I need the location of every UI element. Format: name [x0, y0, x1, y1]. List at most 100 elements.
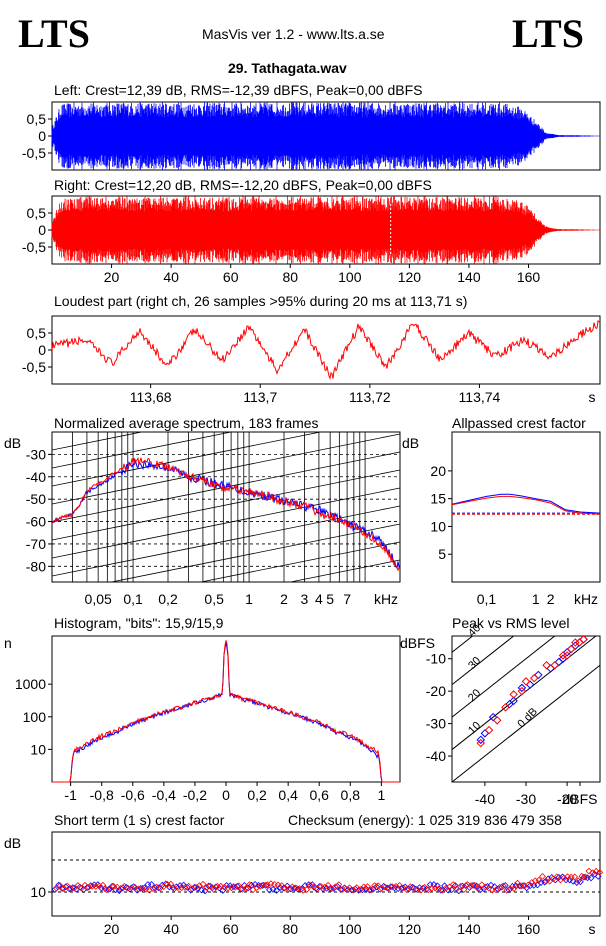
crest-short-point	[582, 873, 589, 881]
allpassed-series	[451, 495, 601, 515]
crest-short-point	[553, 873, 561, 881]
crest-short-frame	[51, 831, 601, 917]
x-tick-label: 113,72	[349, 389, 391, 405]
peak-rms-point	[525, 680, 535, 689]
x-tick-label: -0,2	[183, 787, 207, 803]
chart-title: Histogram, "bits": 15,9/15,9	[54, 615, 224, 631]
x-tick-label: -0,8	[90, 787, 114, 803]
crest-short-point	[478, 881, 486, 889]
crest-short-point	[278, 882, 286, 889]
crest-short-point	[201, 887, 209, 895]
x-tick-label: s	[589, 389, 596, 405]
spectrum-grid	[52, 432, 400, 582]
y-tick-label: 10	[430, 518, 446, 534]
crest-short-point	[219, 887, 227, 894]
peak-rms-point	[517, 686, 527, 696]
crest-short-point	[544, 875, 552, 883]
crest-short-point	[571, 873, 579, 881]
spectrum-slope-line	[199, 541, 400, 582]
x-tick-label: 1	[245, 591, 253, 607]
crest-short-point	[224, 884, 232, 892]
crest-short-point	[433, 882, 441, 890]
left-waveform	[51, 102, 601, 170]
crest-short-point	[562, 876, 570, 884]
file-name: 29. Tathagata.wav	[228, 60, 347, 76]
x-tick-label: 0,8	[341, 787, 361, 803]
y-tick-label: -30	[26, 446, 46, 462]
crest-short-point	[596, 869, 604, 876]
crest-short-point	[213, 882, 221, 890]
x-tick-label: 160	[517, 921, 541, 937]
peak-rms-point	[566, 644, 576, 654]
x-tick-label: 7	[343, 591, 351, 607]
chart-title: Right: Crest=12,20 dB, RMS=-12,20 dBFS, …	[54, 177, 432, 193]
y-tick-label: -40	[26, 469, 46, 485]
y-tick-label: -20	[426, 683, 446, 699]
y-tick-label: -10	[426, 651, 446, 667]
crest-short-point	[303, 886, 311, 893]
peak-rms-point	[509, 696, 518, 706]
y-tick-label: 0	[38, 342, 46, 358]
crest-short-point	[385, 884, 393, 892]
x-tick-label: 60	[223, 921, 239, 937]
x-tick-label: 2	[280, 591, 288, 607]
chart-title: Allpassed crest factor	[452, 415, 586, 431]
crest-short-point	[305, 881, 313, 889]
crest-short-point	[210, 886, 218, 893]
crest-line	[452, 636, 597, 751]
crest-short-point	[481, 883, 489, 891]
crest-line	[452, 636, 515, 686]
crest-short-point	[174, 884, 182, 892]
peak-rms-point	[566, 644, 576, 654]
y-tick-label: -80	[26, 558, 46, 574]
x-tick-label: 1	[377, 787, 385, 803]
peak-rms-point	[534, 670, 543, 680]
spectrum-slope-line	[52, 432, 323, 487]
y-tick-label: 10	[30, 884, 46, 900]
peak-rms-lines	[452, 636, 600, 782]
crest-short-point	[489, 886, 496, 894]
crest-short-point	[499, 882, 507, 890]
crest-short-point	[108, 882, 116, 890]
chart-title: Peak vs RMS level	[452, 615, 569, 631]
right-waveform	[51, 196, 601, 264]
x-tick-label: -0,4	[152, 787, 176, 803]
peak-rms-point	[529, 673, 539, 683]
peak-rms-point	[484, 725, 494, 735]
crest-short-point	[283, 882, 291, 890]
y-tick-label: -0,5	[22, 359, 46, 375]
x-tick-label: dBFS	[562, 791, 597, 807]
x-tick-label: 0,6	[309, 787, 329, 803]
crest-short-point	[99, 881, 107, 889]
x-tick-label: 3	[301, 591, 309, 607]
histogram-frame	[51, 635, 401, 783]
y-tick-label: 15	[430, 491, 446, 507]
spectrum-slope-line	[52, 505, 400, 577]
spectrum-slope-line	[109, 523, 400, 582]
crest-line	[452, 636, 556, 718]
chart-title: Loudest part (right ch, 26 samples >95% …	[54, 293, 467, 309]
x-tick-label: kHz	[574, 591, 598, 607]
peak-rms-point	[476, 738, 486, 748]
x-tick-label: -30	[516, 791, 536, 807]
y-tick-label: -50	[26, 491, 46, 507]
crest-short-point	[192, 883, 200, 891]
app-title: MasVis ver 1.2 - www.lts.a.se	[202, 26, 385, 42]
crest-short-point	[503, 886, 511, 894]
crest-short-point	[474, 885, 482, 893]
crest-short-point	[273, 887, 280, 894]
x-tick-label: 5	[326, 591, 334, 607]
y-tick-label: -70	[26, 536, 46, 552]
histogram-series	[52, 640, 400, 783]
peak-rms-point	[521, 677, 531, 686]
y-tick-label: 20	[430, 463, 446, 479]
checksum-text: Checksum (energy): 1 025 319 836 479 358	[288, 812, 562, 828]
loudest-frame	[51, 315, 601, 385]
spectrum-series	[52, 457, 400, 570]
y-tick-label: -60	[26, 514, 46, 530]
spectrum-slope-line	[52, 432, 233, 469]
x-tick-label: 0,5	[204, 591, 224, 607]
x-tick-label: 40	[163, 269, 179, 285]
crest-short-point	[587, 874, 595, 882]
x-tick-label: 100	[338, 921, 362, 937]
